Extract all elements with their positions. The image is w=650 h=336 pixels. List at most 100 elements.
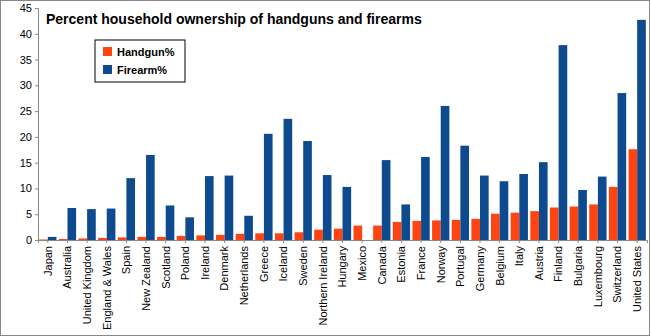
tick: 0: [26, 234, 38, 246]
tick-label: 15: [20, 157, 32, 169]
bar: [244, 216, 253, 240]
legend-label: Firearm%: [117, 64, 167, 76]
tick-mark: [578, 240, 579, 243]
tick-mark: [47, 240, 48, 243]
tick: France: [415, 240, 427, 280]
tick-mark: [35, 214, 38, 215]
bar: [354, 226, 363, 240]
tick: Austria: [533, 240, 545, 280]
tick: 5: [26, 208, 38, 220]
tick: Iceland: [277, 240, 289, 281]
tick-mark: [35, 60, 38, 61]
bar: [78, 238, 87, 240]
tick: Ireland: [199, 240, 211, 280]
bar: [255, 233, 264, 240]
tick-mark: [35, 85, 38, 86]
tick: Estonia: [395, 240, 407, 283]
tick-mark: [460, 240, 461, 243]
tick-label: Australia: [61, 245, 73, 289]
tick: Hungary: [336, 240, 348, 288]
bar: [432, 220, 441, 240]
tick: 10: [20, 182, 38, 194]
tick-label: England & Wales: [101, 246, 113, 330]
tick: United Kingdom: [81, 240, 93, 324]
tick-label: Netherlands: [238, 246, 250, 306]
tick-mark: [421, 240, 422, 243]
bar: [609, 187, 618, 240]
bar: [98, 238, 107, 240]
tick-label: Japan: [42, 246, 54, 276]
tick-mark: [244, 240, 245, 243]
bar: [303, 141, 312, 240]
tick: Denmark: [218, 240, 230, 291]
bar: [196, 235, 205, 240]
tick-mark: [35, 137, 38, 138]
tick: Greece: [258, 240, 270, 282]
tick: 45: [20, 2, 38, 14]
title: Percent household ownership of handguns …: [46, 11, 422, 27]
bar: [216, 235, 225, 240]
bar: [118, 237, 127, 240]
tick: Japan: [42, 240, 54, 276]
legend-swatch: [103, 47, 112, 56]
bar: [539, 162, 548, 240]
legend-box: [95, 40, 185, 82]
bars: [39, 20, 646, 240]
tick-label: 35: [20, 54, 32, 66]
tick: Bulgaria: [572, 240, 584, 286]
tick: England & Wales: [101, 240, 113, 330]
axis-line: [39, 241, 648, 244]
bar: [166, 205, 175, 240]
tick: 15: [20, 157, 38, 169]
bar: [452, 220, 461, 240]
bar: [530, 211, 539, 240]
tick: 40: [20, 28, 38, 40]
tick: Switzerland: [611, 240, 623, 303]
tick-label: Poland: [179, 246, 191, 280]
tick-mark: [35, 111, 38, 112]
tick-label: Norway: [435, 246, 447, 284]
tick-mark: [87, 240, 88, 243]
tick-label: United Kingdom: [81, 246, 93, 324]
tick-label: Greece: [258, 246, 270, 282]
tick: Sweden: [297, 240, 309, 286]
tick-label: Italy: [513, 246, 525, 267]
tick-label: 45: [20, 2, 32, 14]
bar: [480, 176, 489, 240]
tick-mark: [401, 240, 402, 243]
tick: New Zealand: [140, 240, 152, 311]
bar: [146, 155, 155, 240]
tick-label: Bulgaria: [572, 245, 584, 286]
tick-label: Denmark: [218, 246, 230, 291]
bar: [401, 204, 410, 240]
tick-label: Belgium: [494, 246, 506, 286]
tick-label: Sweden: [297, 246, 309, 286]
bar: [421, 157, 430, 240]
tick: Belgium: [494, 240, 506, 286]
bar: [618, 93, 627, 240]
tick-mark: [617, 240, 618, 243]
tick-mark: [35, 163, 38, 164]
tick-mark: [597, 240, 598, 243]
bar: [382, 160, 391, 240]
series-bars: [39, 149, 637, 240]
tick-mark: [146, 240, 147, 243]
bar: [67, 208, 76, 240]
tick-mark: [362, 240, 363, 243]
tick-label: Switzerland: [611, 246, 623, 303]
tick-label: Northern Ireland: [317, 246, 329, 326]
bar: [471, 219, 480, 240]
bar: [511, 213, 520, 240]
bar: [500, 181, 509, 240]
tick-label: Scotland: [160, 246, 172, 289]
tick-mark: [67, 240, 68, 243]
y-axis: 051015202530354045: [20, 2, 39, 246]
tick-mark: [381, 240, 382, 243]
bar: [598, 177, 607, 240]
tick-label: New Zealand: [140, 246, 152, 311]
bar: [236, 234, 245, 240]
tick-mark: [499, 240, 500, 243]
tick-mark: [283, 240, 284, 243]
tick: Netherlands: [238, 240, 250, 305]
tick-mark: [440, 240, 441, 243]
